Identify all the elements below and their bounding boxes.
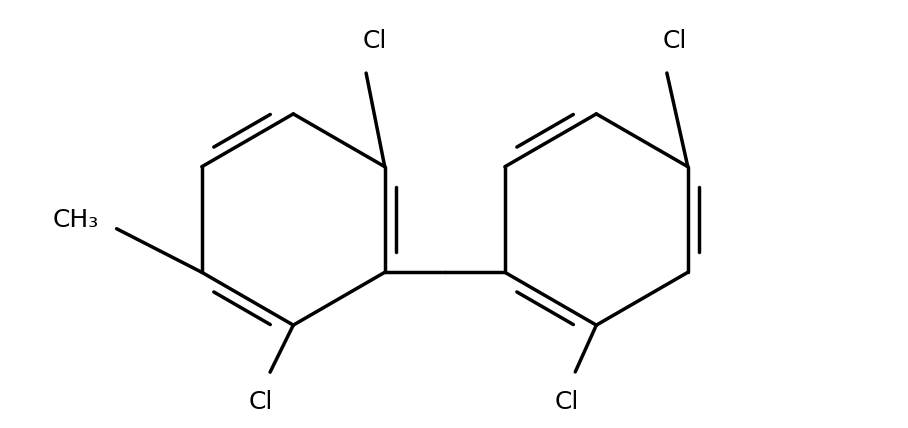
- Text: CH₃: CH₃: [53, 208, 99, 232]
- Text: Cl: Cl: [249, 390, 273, 414]
- Text: Cl: Cl: [663, 29, 686, 54]
- Text: Cl: Cl: [555, 390, 579, 414]
- Text: Cl: Cl: [362, 29, 387, 54]
